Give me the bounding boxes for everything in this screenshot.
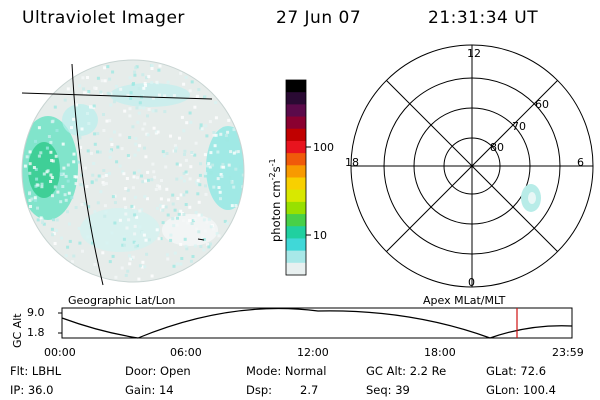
image-disk-edge — [21, 59, 245, 283]
auroral-image — [22, 60, 244, 282]
status-filter: Flt: LBHL — [10, 364, 62, 378]
timeline-x-tick-1200: 12:00 — [297, 346, 329, 359]
timeline-y-label: GC Alt — [11, 313, 24, 348]
colorbar-unit-text: photon cm — [268, 180, 283, 242]
status-gc-alt: GC Alt: 2.2 Re — [366, 364, 447, 378]
timeline-x-tick-1800: 18:00 — [424, 346, 456, 359]
polar-plot — [350, 44, 594, 288]
speckle-layer — [23, 64, 244, 281]
colorbar-swatch — [286, 165, 306, 179]
gc-alt-curve — [61, 307, 573, 339]
timeline-y-tick-9: 9.0 — [27, 306, 45, 319]
geo-grid-tick — [197, 238, 205, 241]
colorbar — [286, 80, 306, 276]
colorbar-tick-label-10: 10 — [313, 229, 327, 242]
colorbar-swatch — [286, 201, 306, 215]
colorbar-swatch — [286, 250, 306, 264]
mlt-label-6: 6 — [577, 156, 584, 169]
colorbar-swatch — [286, 116, 306, 130]
colorbar-unit-exp1: -2 — [268, 172, 277, 181]
mlat-label-70: 70 — [512, 120, 526, 133]
timeline-y-tick-1.8: 1.8 — [27, 326, 45, 339]
colorbar-frame — [285, 79, 307, 276]
colorbar-swatch — [286, 262, 306, 276]
date-label: 27 Jun 07 — [276, 8, 362, 28]
timeline-x-tick-0000: 00:00 — [44, 346, 76, 359]
status-mode: Mode: Normal — [246, 364, 327, 378]
geo-grid-longitude-line — [71, 63, 104, 286]
colorbar-swatch — [286, 226, 306, 240]
colorbar-swatch — [286, 128, 306, 142]
status-glon: GLon: 100.4 — [486, 383, 556, 397]
status-dsp-label: Dsp: — [246, 383, 273, 397]
geo-grid-latitude-line — [21, 92, 213, 100]
status-seq: Seq: 39 — [366, 383, 410, 397]
timeline-plot — [58, 307, 573, 339]
colorbar-swatch — [286, 214, 306, 227]
colorbar-tick-label-100: 100 — [313, 141, 334, 154]
colorbar-swatch — [286, 177, 306, 191]
status-gain: Gain: 14 — [125, 383, 174, 397]
colorbar-unit-exp2: -1 — [268, 158, 277, 167]
mlt-label-0: 0 — [468, 276, 475, 289]
colorbar-swatch — [286, 80, 306, 93]
colorbar-swatch — [286, 92, 306, 105]
mlat-label-80: 80 — [490, 141, 504, 154]
timeline-x-tick-0600: 06:00 — [170, 346, 202, 359]
colorbar-unit-s: s — [268, 166, 283, 173]
colorbar-swatch — [286, 238, 306, 252]
status-ip: IP: 36.0 — [10, 383, 54, 397]
image-panel-label: Geographic Lat/Lon — [68, 294, 176, 307]
colorbar-swatch — [286, 153, 306, 166]
instrument-title: Ultraviolet Imager — [22, 8, 185, 28]
status-door: Door: Open — [125, 364, 191, 378]
colorbar-swatch — [286, 140, 306, 154]
mlt-label-12: 12 — [467, 47, 481, 60]
colorbar-unit-label: photon cm-2s-1 — [268, 158, 283, 242]
polar-panel-label: Apex MLat/MLT — [423, 294, 506, 307]
time-label: 21:31:34 UT — [428, 8, 539, 28]
colorbar-swatch — [286, 104, 306, 118]
timeline-x-tick-2359: 23:59 — [552, 346, 584, 359]
status-glat: GLat: 72.6 — [486, 364, 547, 378]
mlat-label-60: 60 — [535, 98, 549, 111]
status-dsp-value: 2.7 — [300, 383, 319, 397]
colorbar-swatch — [286, 189, 306, 203]
mlt-label-18: 18 — [345, 156, 359, 169]
